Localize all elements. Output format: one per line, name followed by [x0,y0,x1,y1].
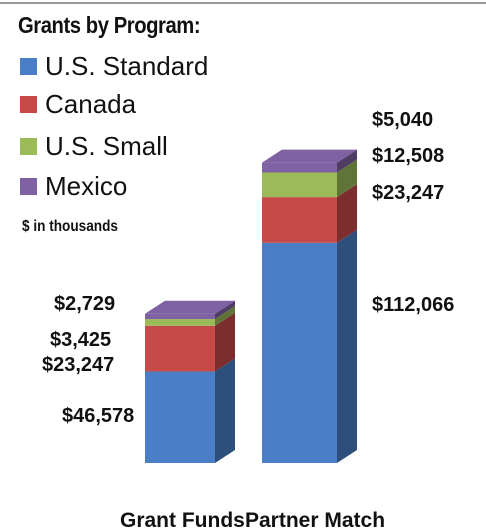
bar-side-mexico-grant-funds [215,300,235,320]
bar-segment-u-s-standard-partner-match [262,242,337,463]
data-label-canada-partner-match: $23,247 [372,182,444,204]
category-label-partner-match: Partner Match [245,509,385,531]
bar-side-u-s-standard-grant-funds [215,358,235,463]
legend-label-us-small: U.S. Small [45,130,168,161]
bar-segment-mexico-grant-funds [145,313,215,320]
data-label-canada-grant-funds: $23,247 [42,354,114,376]
legend-item-mexico: Mexico [20,170,128,201]
legend-swatch-us-small [20,137,37,155]
bar-segment-mexico-partner-match [262,162,337,173]
data-label-u-s-standard-grant-funds: $46,578 [62,405,134,427]
data-label-u-s-standard-partner-match: $112,066 [372,294,454,316]
bar-side-u-s-standard-partner-match [337,229,357,463]
bar-segment-canada-partner-match [262,197,337,243]
legend-label-mexico: Mexico [45,170,128,201]
legend-label-canada: Canada [45,88,137,119]
bar-side-u-s-small-grant-funds [215,306,235,326]
bar-segment-u-s-small-grant-funds [145,319,215,326]
data-label-u-s-small-partner-match: $12,508 [372,145,444,167]
bar-segment-u-s-small-partner-match [262,172,337,198]
legend-swatch-mexico [20,177,37,195]
legend-item-us-standard: U.S. Standard [20,50,209,81]
bar-segment-canada-grant-funds [145,325,215,372]
bar-top-partner-match [262,149,357,163]
chart-title: Grants by Program: [18,12,201,38]
data-label-mexico-partner-match: $5,040 [372,109,433,131]
bar-segment-u-s-standard-grant-funds [145,371,215,463]
bar-side-canada-grant-funds [215,312,235,372]
bar-side-canada-partner-match [337,184,357,243]
top-rule [0,2,486,4]
legend-swatch-us-standard [20,57,37,75]
units-note: $ in thousands [22,218,118,235]
bar-side-mexico-partner-match [337,149,357,173]
legend-swatch-canada [20,95,37,113]
data-label-mexico-grant-funds: $2,729 [54,293,115,315]
legend-item-us-small: U.S. Small [20,130,168,161]
legend-item-canada: Canada [20,88,137,119]
bar-top-grant-funds [145,300,235,314]
bar-side-u-s-small-partner-match [337,159,357,198]
category-label-grant-funds: Grant Funds [120,509,245,531]
data-label-u-s-small-grant-funds: $3,425 [50,329,111,351]
legend-label-us-standard: U.S. Standard [45,50,209,81]
